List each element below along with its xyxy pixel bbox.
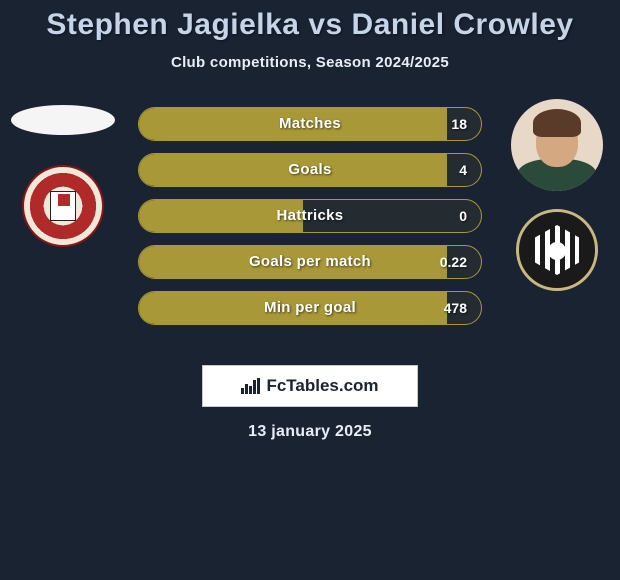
date-label: 13 january 2025 xyxy=(0,423,620,441)
page-title: Stephen Jagielka vs Daniel Crowley xyxy=(0,8,620,42)
watermark-box: FcTables.com xyxy=(202,365,418,407)
stat-label: Hattricks xyxy=(139,200,481,232)
club-crest-icon xyxy=(50,191,76,221)
subtitle: Club competitions, Season 2024/2025 xyxy=(0,54,620,71)
watermark-text: FcTables.com xyxy=(266,376,378,396)
stat-value: 4 xyxy=(459,154,467,186)
bar-chart-icon xyxy=(241,378,260,394)
right-player-column xyxy=(502,99,612,291)
stat-row-hattricks: Hattricks 0 xyxy=(138,199,482,233)
stat-value: 478 xyxy=(444,292,467,324)
stat-label: Goals xyxy=(139,154,481,186)
stat-label: Min per goal xyxy=(139,292,481,324)
stat-label: Goals per match xyxy=(139,246,481,278)
stat-value: 0 xyxy=(459,200,467,232)
stat-row-matches: Matches 18 xyxy=(138,107,482,141)
stat-row-goals-per-match: Goals per match 0.22 xyxy=(138,245,482,279)
player-photo-placeholder xyxy=(11,105,115,135)
stats-bars: Matches 18 Goals 4 Hattricks 0 Goals per… xyxy=(138,107,482,337)
stat-value: 0.22 xyxy=(440,246,467,278)
club-badge-right xyxy=(516,209,598,291)
stat-value: 18 xyxy=(451,108,467,140)
ball-icon xyxy=(548,242,566,260)
avatar-hair xyxy=(533,109,581,137)
content-area: Matches 18 Goals 4 Hattricks 0 Goals per… xyxy=(0,99,620,359)
infographic-container: Stephen Jagielka vs Daniel Crowley Club … xyxy=(0,0,620,441)
player-photo xyxy=(511,99,603,191)
stat-row-goals: Goals 4 xyxy=(138,153,482,187)
stat-label: Matches xyxy=(139,108,481,140)
stat-row-min-per-goal: Min per goal 478 xyxy=(138,291,482,325)
left-player-column xyxy=(8,99,118,247)
club-badge-left xyxy=(22,165,104,247)
